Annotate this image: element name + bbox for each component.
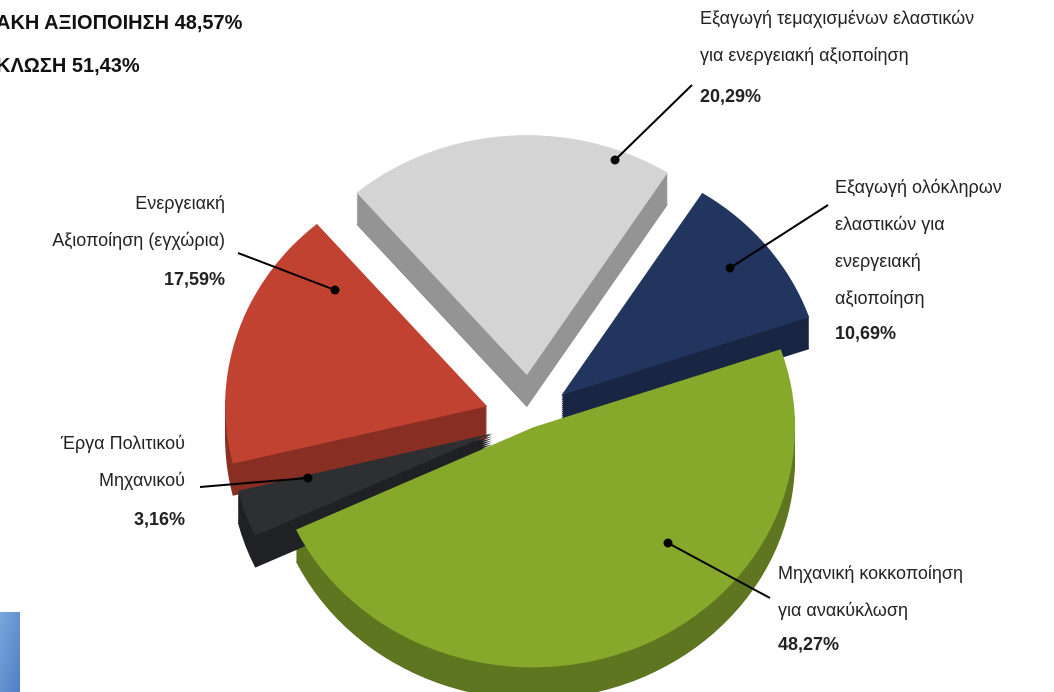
slice-label: Έργα Πολιτικού Μηχανικού bbox=[60, 433, 185, 490]
leader-line bbox=[729, 204, 829, 269]
value-label: 10,69% bbox=[835, 323, 897, 343]
slice bbox=[225, 223, 488, 464]
slice-label: Μηχανική κοκκοποίηση για ανακύκλωση bbox=[778, 563, 964, 620]
value-label: 48,27% bbox=[778, 634, 840, 654]
leader-line bbox=[614, 84, 693, 161]
leader-dot bbox=[663, 538, 673, 548]
value-label: 3,16% bbox=[133, 509, 185, 529]
slice-label: Εξαγωγή ολόκληρων ελαστικών για ενεργεια… bbox=[835, 177, 1002, 308]
leaders bbox=[199, 84, 829, 599]
slice bbox=[296, 349, 796, 668]
leader-dot bbox=[610, 155, 620, 165]
annotation: ΑΚΗ ΑΞΙΟΠΟΙΗΣΗ 48,57% bbox=[0, 12, 243, 34]
leader-dot bbox=[330, 285, 340, 295]
value-label: 17,59% bbox=[163, 269, 225, 289]
slice bbox=[561, 192, 810, 396]
value-label: 20,29% bbox=[700, 86, 762, 106]
annotation: ΚΛΩΣΗ 51,43% bbox=[0, 55, 140, 77]
leader-dot bbox=[725, 263, 735, 273]
slice-label: Ενεργειακή Αξιοποίηση (εγχώρια) bbox=[52, 193, 225, 250]
slice bbox=[356, 135, 668, 376]
slice-label: Εξαγωγή τεμαχισμένων ελαστικών για ενεργ… bbox=[700, 8, 975, 65]
leader-line bbox=[237, 252, 336, 291]
leader-dot bbox=[303, 473, 313, 483]
slice bbox=[237, 433, 493, 536]
decor-block bbox=[0, 612, 20, 692]
leader-line bbox=[667, 542, 771, 599]
slice-tops bbox=[225, 135, 810, 668]
leader-line bbox=[199, 477, 309, 488]
